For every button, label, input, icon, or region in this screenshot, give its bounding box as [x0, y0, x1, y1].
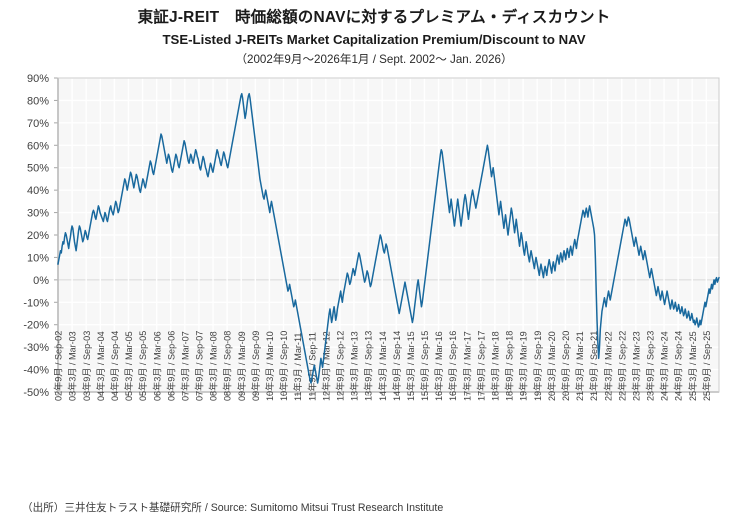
x-axis-tick-label: 16年3月 / Mar-16: [433, 331, 444, 401]
chart-title-japanese: 東証J-REIT 時価総額のNAVに対するプレミアム・ディスカウント: [137, 9, 611, 26]
y-axis-tick-label: 70%: [27, 118, 49, 130]
x-axis-tick-label: 23年9月 / Sep-23: [645, 331, 656, 401]
x-axis-tick-label: 19年3月 / Mar-19: [518, 331, 529, 401]
x-axis-tick-label: 17年9月 / Sep-17: [475, 331, 486, 401]
x-axis-tick-label: 04年9月 / Sep-04: [109, 331, 120, 401]
x-axis-tick-label: 02年9月 / Sep-02: [53, 331, 64, 401]
x-axis-tick-label: 20年9月 / Sep-20: [560, 331, 571, 401]
plot-border: [57, 77, 720, 393]
y-axis-tick-label: -40%: [23, 365, 49, 377]
y-axis-tick-label: 90%: [27, 73, 49, 85]
x-axis-tick-label: 09年9月 / Sep-09: [250, 331, 261, 401]
y-axis-tick-label: 50%: [27, 163, 49, 175]
x-axis-tick-label: 22年9月 / Sep-22: [616, 331, 627, 401]
x-axis-tick-label: 22年3月 / Mar-22: [602, 331, 613, 401]
x-axis-tick-label: 24年9月 / Sep-24: [673, 331, 684, 401]
y-axis-tick-label: 30%: [27, 208, 49, 220]
x-axis-tick-label: 09年3月 / Mar-09: [236, 331, 247, 401]
x-axis-tick-label: 04年3月 / Mar-04: [95, 331, 106, 401]
x-axis-tick-label: 21年9月 / Sep-21: [588, 331, 599, 401]
source-note: （出所）三井住友トラスト基礎研究所 / Source: Sumitomo Mit…: [22, 502, 444, 514]
x-axis-tick-label: 20年3月 / Mar-20: [546, 331, 557, 401]
x-axis-tick-label: 18年3月 / Mar-18: [490, 331, 501, 401]
x-axis-tick-label: 13年9月 / Sep-13: [363, 331, 374, 401]
x-axis-tick-label: 06年3月 / Mar-06: [151, 331, 162, 401]
x-axis-tick-label: 18年9月 / Sep-18: [504, 331, 515, 401]
y-axis-tick-label: -20%: [23, 320, 49, 332]
x-axis-tick-label: 11年3月 / Mar-11: [292, 333, 303, 401]
x-axis-tick-label: 23年3月 / Mar-23: [630, 331, 641, 401]
x-axis-tick-label: 24年3月 / Mar-24: [659, 331, 670, 401]
x-axis-tick-label: 16年9月 / Sep-16: [447, 331, 458, 401]
x-axis-tick-label: 05年3月 / Mar-05: [123, 331, 134, 401]
x-axis-tick-label: 08年3月 / Mar-08: [208, 331, 219, 401]
x-axis-tick-label: 08年9月 / Sep-08: [222, 331, 233, 401]
x-axis-tick-label: 14年9月 / Sep-14: [391, 331, 402, 401]
y-axis-tick-label: -10%: [23, 297, 49, 309]
x-axis-tick-label: 17年3月 / Mar-17: [461, 331, 472, 401]
x-axis-tick-label: 03年9月 / Sep-03: [81, 331, 92, 401]
x-axis-tick-label: 06年9月 / Sep-06: [165, 331, 176, 401]
x-axis-tick-label: 10年9月 / Sep-10: [278, 331, 289, 401]
x-axis-tick-label: 05年9月 / Sep-05: [137, 331, 148, 401]
y-axis-tick-label: 20%: [27, 230, 49, 242]
title-block: 東証J-REIT 時価総額のNAVに対するプレミアム・ディスカウント TSE-L…: [0, 8, 748, 68]
x-axis-tick-label: 25年3月 / Mar-25: [687, 331, 698, 401]
y-axis-tick-label: 0%: [33, 275, 49, 287]
y-axis-tick-label: -50%: [23, 387, 49, 399]
x-axis-tick-label: 10年3月 / Mar-10: [264, 331, 275, 401]
y-axis-tick-label: 40%: [27, 185, 49, 197]
x-axis-tick-label: 12年9月 / Sep-12: [334, 331, 345, 401]
x-axis-tick-label: 03年3月 / Mar-03: [67, 331, 78, 401]
x-axis-tick-label: 15年9月 / Sep-15: [419, 331, 430, 401]
chart-title-date-range: （2002年9月～2026年1月 / Sept. 2002～ Jan. 2026…: [235, 53, 513, 66]
x-axis-tick-label: 07年9月 / Sep-07: [194, 331, 205, 401]
chart-plot-area: 90% 80% 70% 60% 50% 40% 30% 20% 10% 0% -10% -20% -30…: [23, 73, 720, 401]
x-axis-tick-label: 21年3月 / Mar-21: [574, 331, 585, 401]
x-axis-tick-label: 19年9月 / Sep-19: [532, 331, 543, 401]
x-axis-tick-label: 15年3月 / Mar-15: [405, 331, 416, 401]
data-series-line: [57, 92, 720, 384]
y-axis-tick-label: 80%: [27, 95, 49, 107]
x-axis-tick-label: 12年3月 / Mar-12: [320, 331, 331, 401]
chart-title-english: TSE-Listed J-REITs Market Capitalization…: [162, 32, 586, 47]
x-axis-tick-label: 25年9月 / Sep-25: [701, 331, 712, 401]
y-axis-tick-label: 60%: [27, 140, 49, 152]
y-axis-tick-label: -30%: [23, 342, 49, 354]
y-axis-tick-label: 10%: [27, 252, 49, 264]
x-axis-tick-label: 13年3月 / Mar-13: [349, 331, 360, 401]
x-axis-tick-label: 14年3月 / Mar-14: [377, 331, 388, 401]
x-axis-tick-label: 11年9月 / Sep-11: [306, 332, 317, 401]
x-axis-tick-label: 07年3月 / Mar-07: [179, 331, 190, 401]
